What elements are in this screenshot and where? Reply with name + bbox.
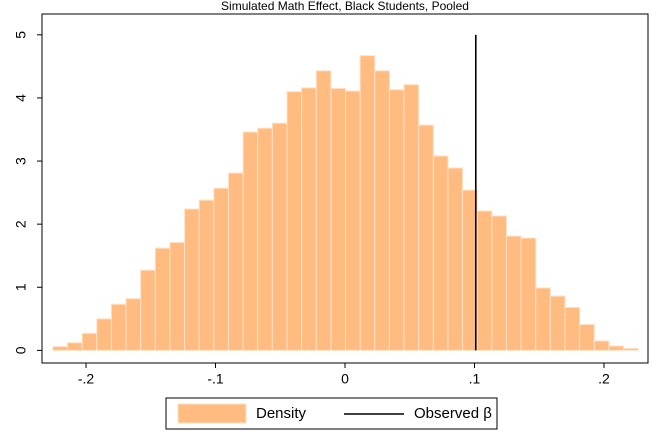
bar	[140, 269, 156, 351]
chart-title: Simulated Math Effect, Black Students, P…	[221, 0, 469, 13]
legend-label: Observed β	[414, 405, 492, 422]
bar	[198, 199, 215, 351]
x-tick-label: -.1	[207, 371, 224, 387]
bar	[286, 91, 303, 351]
bar	[432, 155, 449, 351]
bar	[81, 332, 98, 351]
y-tick-label: 0	[13, 346, 29, 354]
bar	[227, 172, 244, 351]
bar	[418, 124, 434, 351]
bar	[257, 127, 273, 351]
bar	[403, 84, 420, 351]
y-tick-label: 1	[13, 283, 29, 291]
x-tick-label: .2	[598, 371, 610, 387]
legend-swatch	[177, 403, 247, 424]
legend-label: Density	[256, 405, 307, 422]
bar	[52, 346, 69, 351]
bar	[623, 347, 639, 351]
bar	[491, 215, 507, 351]
y-tick-label: 2	[13, 220, 29, 228]
bar	[520, 237, 537, 351]
bar	[271, 122, 288, 351]
y-tick-label: 4	[13, 94, 29, 102]
bar	[169, 241, 186, 351]
bar	[330, 87, 347, 351]
x-tick-label: 0	[341, 371, 349, 387]
bar	[608, 345, 625, 351]
y-tick-label: 3	[13, 157, 29, 165]
bar	[579, 324, 595, 351]
x-tick-label: -.2	[78, 371, 95, 387]
bar	[345, 90, 361, 351]
bar	[359, 55, 376, 351]
bar	[447, 167, 464, 351]
y-tick-label: 5	[13, 31, 29, 39]
bar	[593, 340, 610, 351]
bar	[110, 303, 127, 351]
bar	[374, 70, 390, 351]
bar	[505, 235, 522, 351]
x-tick-label: .1	[469, 371, 481, 387]
bar	[315, 70, 332, 351]
bar	[184, 208, 200, 351]
bar	[301, 87, 317, 351]
bar	[388, 89, 405, 351]
bar	[564, 306, 581, 351]
bar	[96, 318, 112, 351]
bar	[154, 247, 171, 351]
bar	[549, 295, 566, 351]
bar	[476, 210, 493, 351]
bar	[125, 298, 142, 351]
bar	[535, 287, 551, 351]
bar	[67, 342, 83, 351]
bar	[242, 131, 259, 351]
bar	[213, 187, 229, 351]
